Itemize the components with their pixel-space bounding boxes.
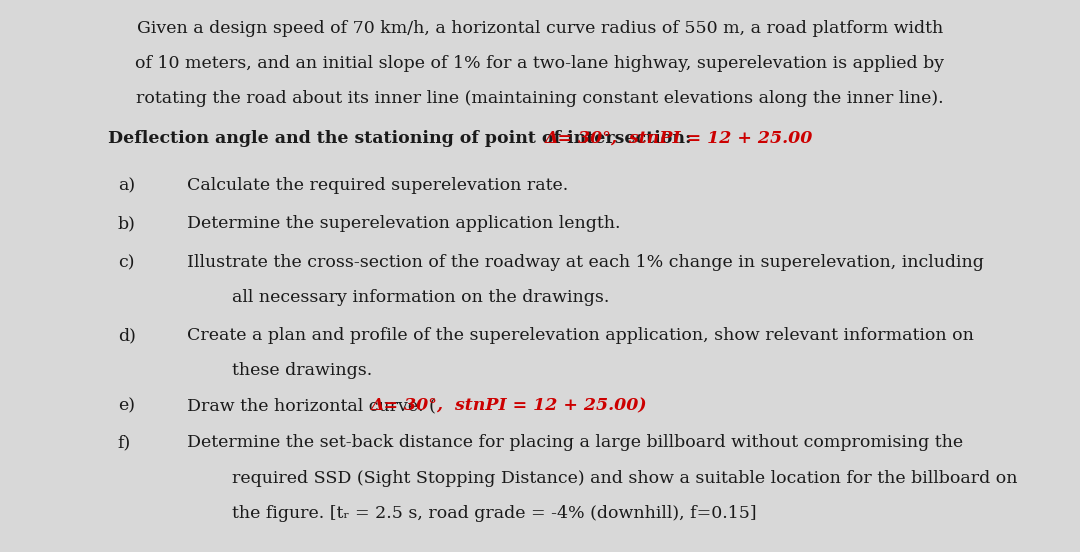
Text: all necessary information on the drawings.: all necessary information on the drawing… <box>232 289 609 306</box>
Text: required SSD (Sight Stopping Distance) and show a suitable location for the bill: required SSD (Sight Stopping Distance) a… <box>232 470 1017 487</box>
Text: a): a) <box>118 177 135 194</box>
Text: these drawings.: these drawings. <box>232 362 373 379</box>
Text: Deflection angle and the stationing of point of intersection:: Deflection angle and the stationing of p… <box>108 130 698 147</box>
Text: of 10 meters, and an initial slope of 1% for a two-lane highway, superelevation : of 10 meters, and an initial slope of 1%… <box>135 55 945 72</box>
Text: Determine the set-back distance for placing a large billboard without compromisi: Determine the set-back distance for plac… <box>187 434 963 451</box>
Text: Calculate the required superelevation rate.: Calculate the required superelevation ra… <box>187 177 568 194</box>
Text: Given a design speed of 70 km/h, a horizontal curve radius of 550 m, a road plat: Given a design speed of 70 km/h, a horiz… <box>137 20 943 37</box>
Text: e): e) <box>118 397 135 414</box>
Text: the figure. [tᵣ = 2.5 s, road grade = -4% (downhill), f=0.15]: the figure. [tᵣ = 2.5 s, road grade = -4… <box>232 505 757 522</box>
Text: Δ= 30°,  stnPI = 12 + 25.00): Δ= 30°, stnPI = 12 + 25.00) <box>370 397 647 414</box>
Text: b): b) <box>118 215 136 232</box>
Text: c): c) <box>118 254 134 271</box>
Text: Draw the horizontal curve. (: Draw the horizontal curve. ( <box>187 397 436 414</box>
Text: Δ= 30°,  stnPI = 12 + 25.00: Δ= 30°, stnPI = 12 + 25.00 <box>545 130 813 147</box>
Text: rotating the road about its inner line (maintaining constant elevations along th: rotating the road about its inner line (… <box>136 90 944 107</box>
Text: Determine the superelevation application length.: Determine the superelevation application… <box>187 215 621 232</box>
Text: f): f) <box>118 434 131 451</box>
Text: Create a plan and profile of the superelevation application, show relevant infor: Create a plan and profile of the superel… <box>187 327 974 344</box>
Text: d): d) <box>118 327 136 344</box>
Text: Illustrate the cross-section of the roadway at each 1% change in superelevation,: Illustrate the cross-section of the road… <box>187 254 984 271</box>
